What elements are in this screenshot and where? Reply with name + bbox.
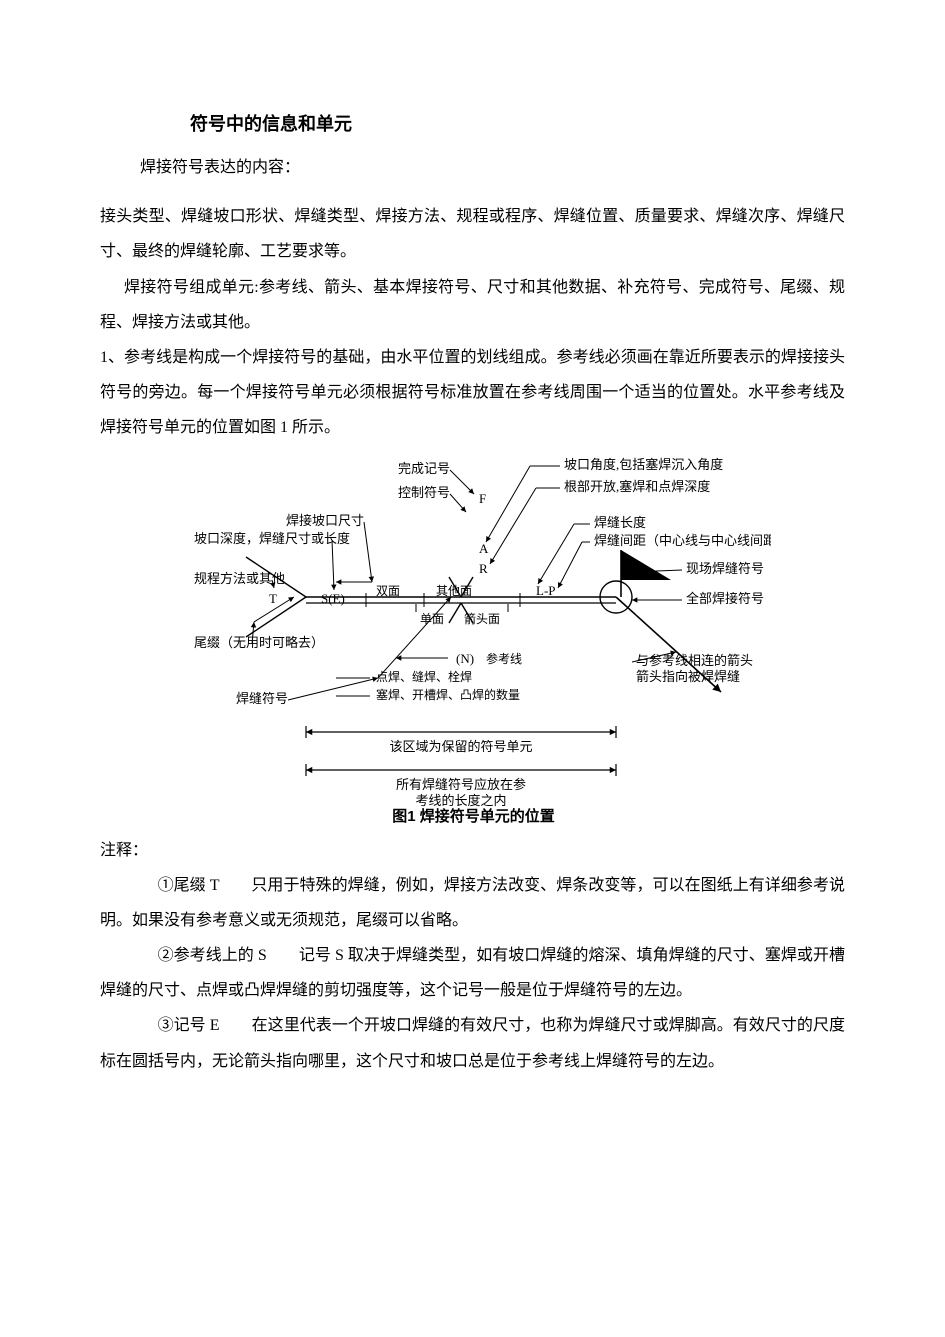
svg-text:完成记号: 完成记号 [398,460,450,475]
svg-text:控制符号: 控制符号 [398,484,450,499]
svg-text:R: R [479,560,488,575]
svg-text:L-P: L-P [536,582,556,597]
svg-text:A: A [479,540,489,555]
note-2: ②参考线上的 S 记号 S 取决于焊缝类型，如有坡口焊缝的熔深、填角焊缝的尺寸、… [100,938,845,1008]
figure-1: TS(E)FARL-P(N)双面其他面单面箭头面参考线完成记号控制符号焊接坡口尺… [176,452,771,827]
svg-text:全部焊接符号: 全部焊接符号 [686,590,764,605]
svg-text:T: T [269,590,277,605]
svg-text:现场焊缝符号: 现场焊缝符号 [686,560,764,575]
svg-text:箭头面: 箭头面 [464,610,500,625]
note-3: ③记号 E 在这里代表一个开坡口焊缝的有效尺寸，也称为焊缝尺寸或焊脚高。有效尺寸… [100,1008,845,1078]
svg-text:点焊、缝焊、栓焊: 点焊、缝焊、栓焊 [376,668,472,683]
paragraph-reference-line: 1、参考线是构成一个焊接符号的基础，由水平位置的划线组成。参考线必须画在靠近所要… [100,340,845,446]
notes-heading: 注释： [100,833,845,868]
svg-text:(N): (N) [456,650,474,665]
svg-text:焊接坡口尺寸: 焊接坡口尺寸 [286,512,364,527]
document-page: 符号中的信息和单元 焊接符号表达的内容： 接头类型、焊缝坡口形状、焊缝类型、焊接… [0,0,945,1139]
svg-text:焊缝长度: 焊缝长度 [594,514,646,529]
paragraph-content-types: 接头类型、焊缝坡口形状、焊缝类型、焊接方法、规程或程序、焊缝位置、质量要求、焊缝… [100,199,845,269]
svg-text:所有焊缝符号应放在参: 所有焊缝符号应放在参 [396,776,526,791]
svg-text:与参考线相连的箭头: 与参考线相连的箭头 [636,652,753,667]
svg-text:坡口深度，焊缝尺寸或长度: 坡口深度，焊缝尺寸或长度 [194,530,350,545]
svg-text:参考线: 参考线 [486,650,522,665]
svg-text:F: F [479,490,486,505]
svg-text:尾缀（无用时可略去）: 尾缀（无用时可略去） [194,634,324,649]
svg-text:焊缝间距（中心线与中心线间距）: 焊缝间距（中心线与中心线间距） [594,532,771,547]
svg-text:坡口角度,包括塞焊沉入角度: 坡口角度,包括塞焊沉入角度 [564,456,723,471]
svg-text:塞焊、开槽焊、凸焊的数量: 塞焊、开槽焊、凸焊的数量 [376,686,520,701]
svg-text:双面: 双面 [376,583,400,597]
svg-text:考线的长度之内: 考线的长度之内 [415,792,506,807]
svg-text:箭头指向被焊焊缝: 箭头指向被焊焊缝 [636,668,740,683]
lead-line: 焊接符号表达的内容： [100,150,845,185]
svg-text:其他面: 其他面 [436,583,472,597]
svg-text:焊缝符号: 焊缝符号 [236,690,288,705]
svg-text:图1 焊接符号单元的位置: 图1 焊接符号单元的位置 [392,806,555,824]
note-1: ①尾缀 T 只用于特殊的焊缝，例如，焊接方法改变、焊条改变等，可以在图纸上有详细… [100,868,845,938]
svg-text:S(E): S(E) [321,590,345,605]
svg-text:根部开放,塞焊和点焊深度: 根部开放,塞焊和点焊深度 [564,478,710,493]
svg-text:该区域为保留的符号单元: 该区域为保留的符号单元 [389,738,532,753]
section-title: 符号中的信息和单元 [100,110,845,136]
paragraph-components: 焊接符号组成单元:参考线、箭头、基本焊接符号、尺寸和其他数据、补充符号、完成符号… [100,270,845,340]
